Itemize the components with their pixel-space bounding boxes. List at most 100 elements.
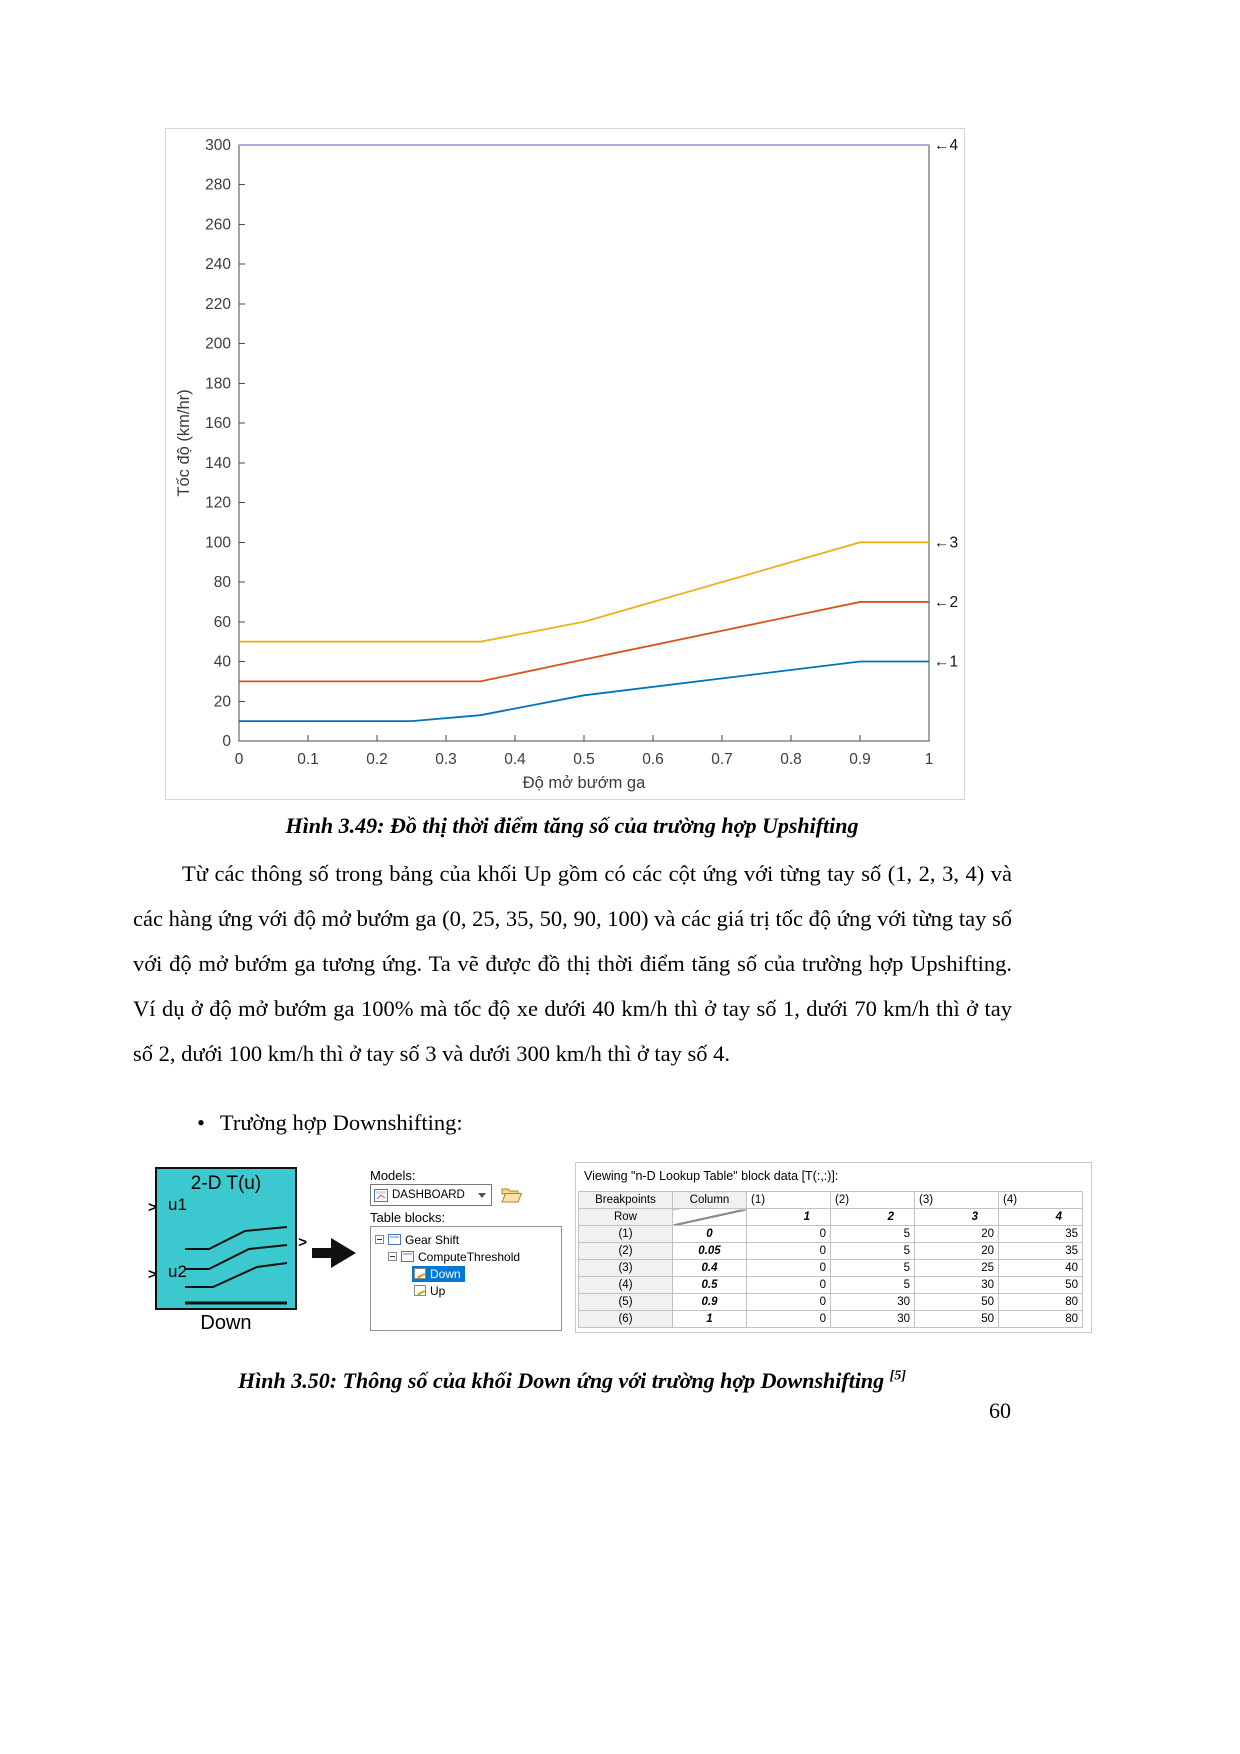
collapse-icon[interactable] bbox=[375, 1235, 384, 1244]
y-tick-label: 40 bbox=[214, 654, 232, 671]
y-tick-label: 120 bbox=[205, 495, 231, 512]
breakpoint-cell[interactable]: 0.4 bbox=[672, 1259, 747, 1277]
header-breakpoints: Breakpoints bbox=[578, 1191, 673, 1209]
bullet-item: • Trường hợp Downshifting: bbox=[197, 1110, 463, 1136]
value-cell[interactable]: 30 bbox=[830, 1310, 915, 1328]
value-cell[interactable]: 5 bbox=[830, 1242, 915, 1260]
bullet-marker: • bbox=[197, 1110, 205, 1135]
value-cell[interactable]: 0 bbox=[746, 1293, 831, 1311]
lookup-table-icon bbox=[414, 1268, 426, 1279]
table-row: (6) 1 0 30 50 80 bbox=[578, 1310, 1083, 1328]
lookup-table-icon bbox=[414, 1285, 426, 1296]
y-tick-label: 140 bbox=[205, 455, 231, 472]
x-tick-label: 0.3 bbox=[435, 751, 457, 768]
value-cell[interactable]: 50 bbox=[998, 1276, 1083, 1294]
row-index: (2) bbox=[578, 1242, 673, 1260]
breakpoint-cell[interactable]: 1 bbox=[672, 1310, 747, 1328]
row-index: (1) bbox=[578, 1225, 673, 1243]
value-cell[interactable]: 5 bbox=[830, 1259, 915, 1277]
x-tick-label: 0.7 bbox=[711, 751, 733, 768]
series-annotation-4: ←4 bbox=[934, 137, 959, 154]
value-cell[interactable]: 35 bbox=[998, 1225, 1083, 1243]
value-cell[interactable]: 0 bbox=[746, 1259, 831, 1277]
y-axis-label: Tốc độ (km/hr) bbox=[175, 389, 193, 496]
value-cell[interactable]: 5 bbox=[830, 1225, 915, 1243]
row-index: (3) bbox=[578, 1259, 673, 1277]
value-cell[interactable]: 0 bbox=[746, 1310, 831, 1328]
table-blocks-label: Table blocks: bbox=[370, 1210, 446, 1225]
models-dropdown[interactable]: DASHBOARD bbox=[370, 1184, 492, 1206]
value-cell[interactable]: 30 bbox=[830, 1293, 915, 1311]
col-number: 3 bbox=[914, 1208, 999, 1226]
value-cell[interactable]: 80 bbox=[998, 1310, 1083, 1328]
tree-item-down[interactable]: Down bbox=[371, 1265, 561, 1282]
x-tick-label: 0.1 bbox=[297, 751, 319, 768]
x-axis-label: Độ mở bướm ga bbox=[523, 774, 646, 792]
model-icon bbox=[374, 1188, 388, 1202]
value-cell[interactable]: 20 bbox=[914, 1242, 999, 1260]
selected-tree-item: Down bbox=[412, 1265, 465, 1282]
value-cell[interactable]: 35 bbox=[998, 1242, 1083, 1260]
x-tick-label: 0.5 bbox=[573, 751, 595, 768]
plot-box bbox=[238, 144, 930, 742]
value-cell[interactable]: 80 bbox=[998, 1293, 1083, 1311]
x-tick-label: 0.2 bbox=[366, 751, 388, 768]
table-blocks-tree: Gear Shift ComputeThreshold Down Up bbox=[370, 1226, 562, 1331]
value-cell[interactable]: 5 bbox=[830, 1276, 915, 1294]
value-cell[interactable]: 20 bbox=[914, 1225, 999, 1243]
lookup-table-viewer: Viewing "n-D Lookup Table" block data [T… bbox=[575, 1162, 1092, 1333]
caption-text: Hình 3.50: Thông số của khối Down ứng vớ… bbox=[238, 1368, 890, 1393]
table-row: (3) 0.4 0 5 25 40 bbox=[578, 1259, 1083, 1277]
value-cell[interactable]: 0 bbox=[746, 1242, 831, 1260]
tree-item-up[interactable]: Up bbox=[371, 1282, 561, 1299]
row-index: (4) bbox=[578, 1276, 673, 1294]
x-tick-label: 0.9 bbox=[849, 751, 871, 768]
subsystem-icon bbox=[401, 1251, 414, 1262]
input-port-label-u1: u1 bbox=[168, 1195, 187, 1214]
value-cell[interactable]: 50 bbox=[914, 1310, 999, 1328]
breakpoint-cell[interactable]: 0.9 bbox=[672, 1293, 747, 1311]
page-number: 60 bbox=[989, 1398, 1011, 1423]
y-tick-label: 200 bbox=[205, 336, 231, 353]
header-column: Column bbox=[672, 1191, 747, 1209]
body-paragraph: Từ các thông số trong bảng của khối Up g… bbox=[133, 861, 1012, 1066]
lookup-table-block[interactable]: 2-D T(u) > u1 > u2 > bbox=[148, 1167, 307, 1310]
y-tick-label: 0 bbox=[222, 733, 231, 750]
table-row: (1) 0 0 5 20 35 bbox=[578, 1225, 1083, 1243]
bullet-text: Trường hợp Downshifting: bbox=[219, 1110, 463, 1135]
x-tick-label: 0.8 bbox=[780, 751, 802, 768]
value-cell[interactable]: 50 bbox=[914, 1293, 999, 1311]
output-port-icon: > bbox=[298, 1234, 307, 1251]
block-type-label: 2-D T(u) bbox=[190, 1173, 262, 1194]
selected-model-label: DASHBOARD bbox=[392, 1189, 465, 1201]
collapse-icon[interactable] bbox=[388, 1252, 397, 1261]
value-cell[interactable]: 0 bbox=[746, 1276, 831, 1294]
value-cell[interactable]: 0 bbox=[746, 1225, 831, 1243]
y-tick-label: 300 bbox=[205, 137, 231, 154]
downshift-figure: 2-D T(u) > u1 > u2 > Down Models: DA bbox=[148, 1160, 1095, 1338]
input-port-icon: > bbox=[148, 1266, 157, 1283]
value-cell[interactable]: 30 bbox=[914, 1276, 999, 1294]
open-model-button[interactable] bbox=[501, 1186, 523, 1204]
tree-item-compute-threshold[interactable]: ComputeThreshold bbox=[371, 1248, 561, 1265]
viewer-title: Viewing "n-D Lookup Table" block data [T… bbox=[584, 1169, 839, 1183]
col-number: 1 bbox=[746, 1208, 831, 1226]
models-label: Models: bbox=[370, 1168, 416, 1183]
x-tick-label: 0 bbox=[235, 751, 244, 768]
header-col-3: (3) bbox=[914, 1191, 999, 1209]
col-number: 4 bbox=[998, 1208, 1083, 1226]
breakpoint-cell[interactable]: 0 bbox=[672, 1225, 747, 1243]
tree-item-gear-shift[interactable]: Gear Shift bbox=[371, 1231, 561, 1248]
value-cell[interactable]: 25 bbox=[914, 1259, 999, 1277]
value-cell[interactable]: 40 bbox=[998, 1259, 1083, 1277]
breakpoint-cell[interactable]: 0.05 bbox=[672, 1242, 747, 1260]
header-row: Row bbox=[578, 1208, 673, 1226]
x-tick-label: 0.4 bbox=[504, 751, 526, 768]
series-annotation-2: ←2 bbox=[934, 594, 958, 611]
series-line-2 bbox=[239, 601, 929, 683]
header-col-2: (2) bbox=[830, 1191, 915, 1209]
series-annotation-1: ←1 bbox=[934, 654, 958, 671]
upshift-chart: 0 0.1 0.2 0.3 0.4 0.5 0.6 0.7 0.8 0.9 1 0 20 40 60 80 10… bbox=[175, 137, 959, 792]
breakpoint-cell[interactable]: 0.5 bbox=[672, 1276, 747, 1294]
y-tick-label: 80 bbox=[214, 574, 232, 591]
